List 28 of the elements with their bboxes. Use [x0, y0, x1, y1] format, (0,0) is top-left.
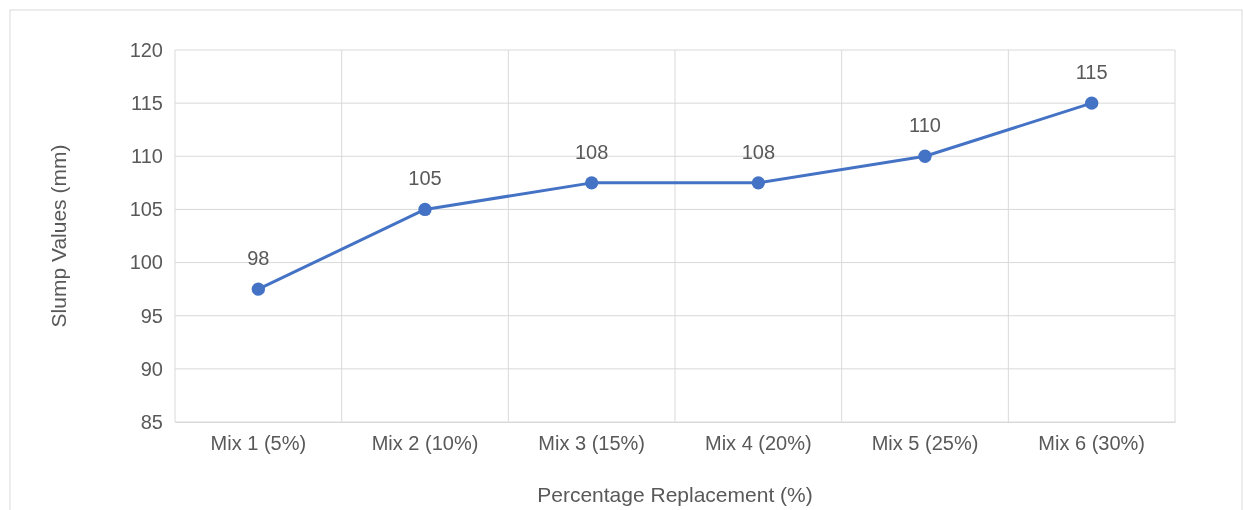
- y-tick-label: 110: [131, 145, 163, 168]
- y-axis-title: Slump Values (mm): [47, 144, 70, 328]
- data-label: 115: [1075, 61, 1108, 84]
- data-label: 105: [408, 167, 442, 190]
- y-tick-label: 115: [131, 92, 163, 115]
- x-tick-label: Mix 2 (10%): [371, 432, 479, 455]
- data-label: 108: [741, 140, 776, 163]
- point: [918, 149, 932, 163]
- data-label: 110: [909, 114, 941, 137]
- point: [418, 202, 432, 217]
- point: [251, 282, 266, 296]
- point: [751, 176, 766, 190]
- point: [1084, 96, 1099, 110]
- x-tick-label: Mix 1 (5%): [210, 432, 307, 455]
- data-label: 98: [247, 247, 270, 270]
- point: [584, 176, 599, 190]
- x-tick-label: Mix 3 (15%): [538, 432, 646, 455]
- y-tick-label: 90: [140, 357, 163, 380]
- data-label: 108: [574, 140, 609, 163]
- y-tick-label: 95: [140, 304, 163, 327]
- x-tick-label: Mix 5 (25%): [871, 432, 979, 455]
- x-tick-label: Mix 4 (20%): [704, 432, 812, 455]
- y-tick-label: 85: [140, 410, 163, 433]
- x-tick-label: Mix 6 (30%): [1038, 432, 1146, 455]
- y-tick-label: 105: [129, 198, 163, 221]
- y-tick-label: 120: [129, 38, 163, 61]
- x-axis-title: Percentage Replacement (%): [537, 483, 813, 506]
- y-tick-label: 100: [129, 251, 163, 274]
